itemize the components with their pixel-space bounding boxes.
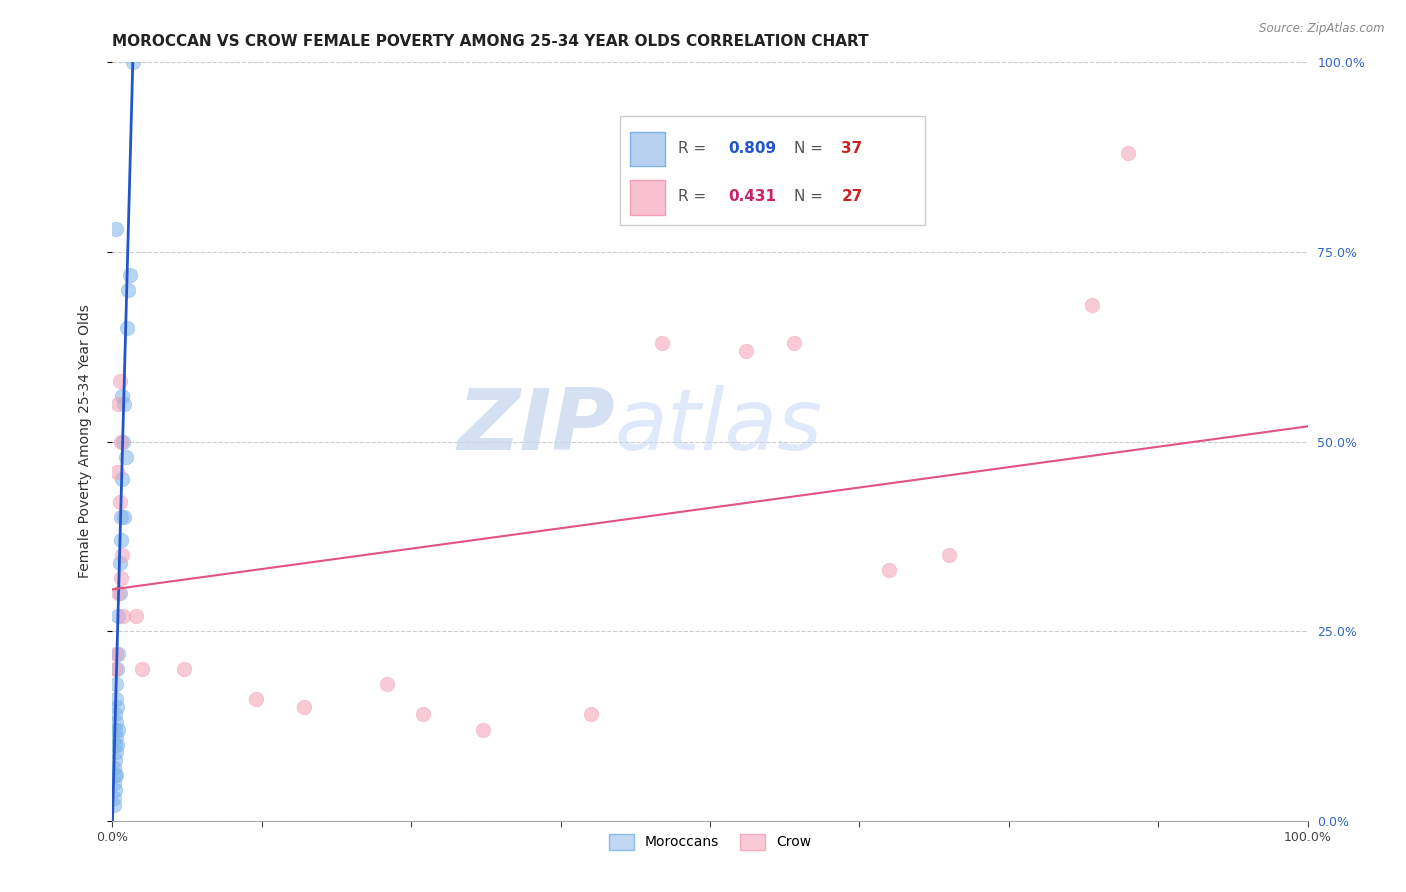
Point <box>105 677 128 691</box>
Point <box>107 647 129 661</box>
Point <box>110 533 132 548</box>
Point <box>104 723 127 737</box>
Point <box>735 343 758 358</box>
Point <box>114 510 135 524</box>
Point <box>105 692 128 706</box>
Point <box>105 699 128 714</box>
Point <box>104 753 127 767</box>
Point <box>111 548 134 563</box>
Point <box>125 608 148 623</box>
Text: R =: R = <box>678 189 711 204</box>
Point <box>105 738 128 752</box>
FancyBboxPatch shape <box>630 180 665 215</box>
Point <box>1118 146 1140 161</box>
Text: atlas: atlas <box>614 384 823 468</box>
Point <box>121 55 143 70</box>
Point <box>114 396 135 410</box>
Point <box>104 783 127 797</box>
Point <box>112 608 135 623</box>
Text: N =: N = <box>793 141 828 156</box>
Legend: Moroccans, Crow: Moroccans, Crow <box>603 829 817 855</box>
Point <box>110 434 132 449</box>
Point <box>105 715 128 730</box>
Point <box>104 707 127 722</box>
Text: 0.809: 0.809 <box>728 141 776 156</box>
Point <box>938 548 960 563</box>
Text: 0.431: 0.431 <box>728 189 776 204</box>
Point <box>245 692 267 706</box>
Point <box>107 608 129 623</box>
Point <box>111 473 134 487</box>
Point <box>105 746 128 760</box>
Point <box>105 768 128 782</box>
Point <box>112 434 135 449</box>
Point <box>103 791 125 805</box>
Point <box>879 564 901 578</box>
Point <box>104 738 127 752</box>
Point <box>412 707 434 722</box>
Point <box>108 374 131 388</box>
Point <box>579 707 602 722</box>
Point <box>103 776 125 790</box>
Text: ZIP: ZIP <box>457 384 614 468</box>
Point <box>108 586 131 600</box>
Point <box>120 268 142 282</box>
Point <box>108 495 131 509</box>
Point <box>104 768 127 782</box>
Point <box>105 465 128 479</box>
Point <box>472 723 495 737</box>
Point <box>103 760 125 774</box>
Point <box>1081 298 1104 312</box>
Point <box>108 556 131 570</box>
Point <box>782 335 804 350</box>
Point <box>105 647 128 661</box>
Point <box>103 798 125 813</box>
Point <box>105 730 128 744</box>
Point <box>110 510 132 524</box>
Text: MOROCCAN VS CROW FEMALE POVERTY AMONG 25-34 YEAR OLDS CORRELATION CHART: MOROCCAN VS CROW FEMALE POVERTY AMONG 25… <box>112 34 869 49</box>
Text: Source: ZipAtlas.com: Source: ZipAtlas.com <box>1260 22 1385 36</box>
Point <box>114 450 136 464</box>
Point <box>651 335 673 350</box>
Point <box>107 586 129 600</box>
Point <box>105 662 128 676</box>
FancyBboxPatch shape <box>630 131 665 167</box>
Text: R =: R = <box>678 141 711 156</box>
Point <box>115 320 138 334</box>
Point <box>107 396 129 410</box>
Point <box>104 662 127 676</box>
Point <box>131 662 153 676</box>
Y-axis label: Female Poverty Among 25-34 Year Olds: Female Poverty Among 25-34 Year Olds <box>77 304 91 579</box>
Text: 27: 27 <box>842 189 863 204</box>
Text: 37: 37 <box>842 141 863 156</box>
Point <box>292 699 315 714</box>
Point <box>111 389 134 403</box>
Point <box>105 222 128 236</box>
Point <box>110 571 132 585</box>
Point <box>377 677 399 691</box>
Point <box>117 283 139 297</box>
Point <box>173 662 195 676</box>
FancyBboxPatch shape <box>620 115 925 226</box>
Point <box>107 723 129 737</box>
Text: N =: N = <box>793 189 828 204</box>
